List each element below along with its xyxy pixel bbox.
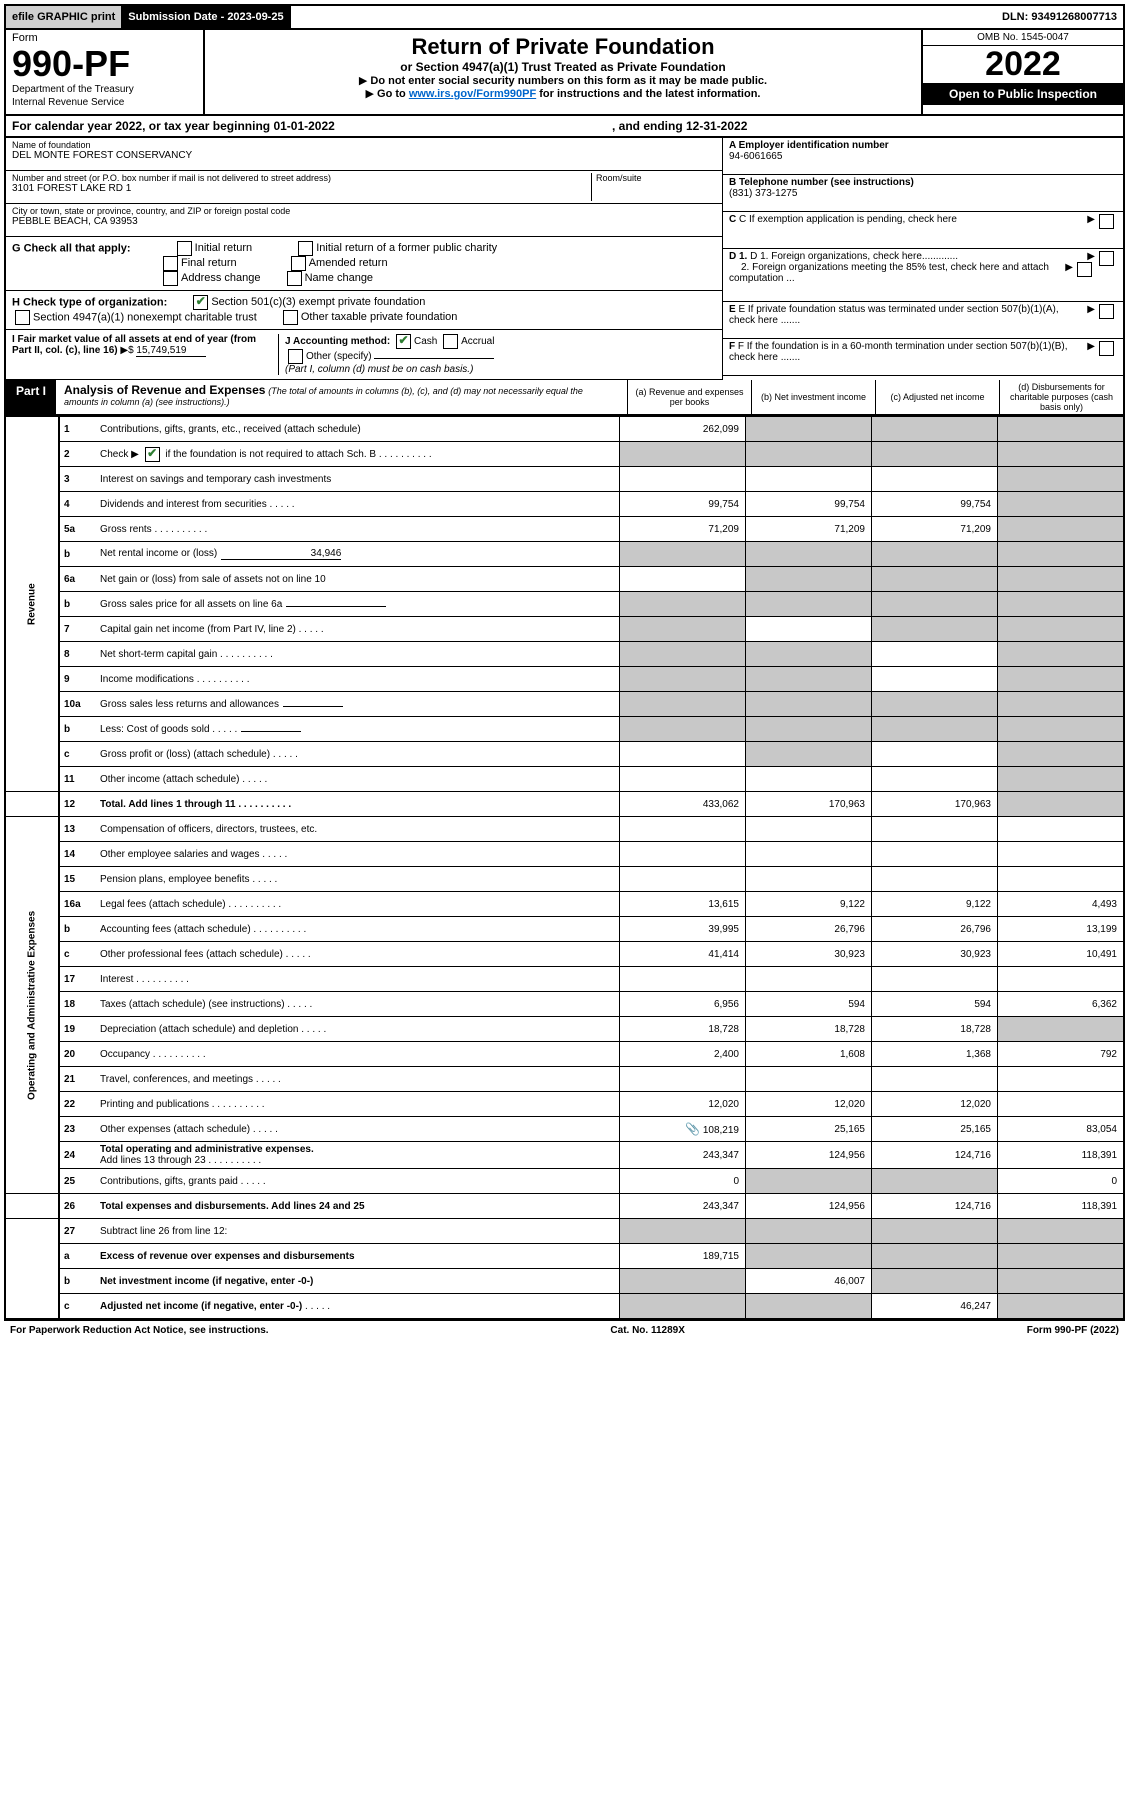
info-right: A Employer identification number 94-6061… bbox=[723, 138, 1123, 380]
g-check-row: G Check all that apply: Initial return I… bbox=[6, 237, 722, 291]
info-left: Name of foundation DEL MONTE FOREST CONS… bbox=[6, 138, 723, 380]
info-block: Name of foundation DEL MONTE FOREST CONS… bbox=[4, 138, 1125, 380]
chk-501c3[interactable] bbox=[193, 295, 208, 310]
col-a-header: (a) Revenue and expenses per books bbox=[628, 380, 752, 414]
cal-year-begin: For calendar year 2022, or tax year begi… bbox=[12, 119, 572, 133]
instr-ssn: Do not enter social security numbers on … bbox=[215, 74, 911, 87]
form-header: Form 990-PF Department of the Treasury I… bbox=[4, 30, 1125, 116]
city-cell: City or town, state or province, country… bbox=[6, 204, 722, 237]
col-b-header: (b) Net investment income bbox=[752, 380, 876, 414]
submission-date: Submission Date - 2023-09-25 bbox=[122, 6, 290, 28]
dln: DLN: 93491268007713 bbox=[996, 6, 1123, 28]
tax-year: 2022 bbox=[923, 46, 1123, 83]
footer-form: Form 990-PF (2022) bbox=[1027, 1325, 1119, 1336]
part1-desc: Analysis of Revenue and Expenses (The to… bbox=[56, 380, 628, 414]
irs-label: Internal Revenue Service bbox=[12, 97, 197, 108]
col-d-header: (d) Disbursements for charitable purpose… bbox=[1000, 380, 1123, 414]
irs-link[interactable]: www.irs.gov/Form990PF bbox=[409, 88, 536, 100]
h-org-type-row: H Check type of organization: Section 50… bbox=[6, 291, 722, 330]
chk-accrual[interactable] bbox=[443, 334, 458, 349]
part1-label: Part I bbox=[6, 380, 56, 414]
revenue-sidelabel: Revenue bbox=[5, 417, 59, 792]
chk-other-taxable[interactable] bbox=[283, 310, 298, 325]
chk-c[interactable] bbox=[1099, 214, 1114, 229]
chk-other-method[interactable] bbox=[288, 349, 303, 364]
omb-number: OMB No. 1545-0047 bbox=[923, 30, 1123, 46]
footer-catno: Cat. No. 11289X bbox=[610, 1325, 684, 1336]
f-60month-cell: ▶ F F If the foundation is in a 60-month… bbox=[723, 339, 1123, 376]
e-terminated-cell: ▶ E E If private foundation status was t… bbox=[723, 302, 1123, 339]
j-accounting: J Accounting method: Cash Accrual Other … bbox=[279, 334, 716, 375]
header-center: Return of Private Foundation or Section … bbox=[205, 30, 923, 114]
chk-address-change[interactable] bbox=[163, 271, 178, 286]
paperclip-icon[interactable]: 📎 bbox=[685, 1122, 700, 1136]
form-number: 990-PF bbox=[12, 46, 197, 82]
chk-f[interactable] bbox=[1099, 341, 1114, 356]
form-title: Return of Private Foundation bbox=[215, 34, 911, 60]
header-right: OMB No. 1545-0047 2022 Open to Public In… bbox=[923, 30, 1123, 114]
chk-sch-b[interactable] bbox=[145, 447, 160, 462]
chk-4947[interactable] bbox=[15, 310, 30, 325]
chk-name-change[interactable] bbox=[287, 271, 302, 286]
footer-left: For Paperwork Reduction Act Notice, see … bbox=[10, 1325, 269, 1336]
form-subtitle: or Section 4947(a)(1) Trust Treated as P… bbox=[215, 60, 911, 74]
topbar-spacer bbox=[291, 6, 996, 28]
chk-final-return[interactable] bbox=[163, 256, 178, 271]
chk-initial-return[interactable] bbox=[177, 241, 192, 256]
chk-d2[interactable] bbox=[1077, 262, 1092, 277]
cal-year-end: , and ending 12-31-2022 bbox=[572, 119, 1117, 133]
i-fmv: I Fair market value of all assets at end… bbox=[12, 334, 279, 375]
chk-d1[interactable] bbox=[1099, 251, 1114, 266]
chk-cash[interactable] bbox=[396, 334, 411, 349]
chk-amended-return[interactable] bbox=[291, 256, 306, 271]
open-to-public: Open to Public Inspection bbox=[923, 83, 1123, 105]
c-exemption-cell: ▶ C C If exemption application is pendin… bbox=[723, 212, 1123, 249]
i-j-row: I Fair market value of all assets at end… bbox=[6, 330, 722, 380]
dept-treasury: Department of the Treasury bbox=[12, 84, 197, 95]
page-footer: For Paperwork Reduction Act Notice, see … bbox=[4, 1320, 1125, 1340]
instr-link-line: Go to www.irs.gov/Form990PF for instruct… bbox=[215, 87, 911, 100]
calendar-year-row: For calendar year 2022, or tax year begi… bbox=[4, 116, 1125, 138]
ein-cell: A Employer identification number 94-6061… bbox=[723, 138, 1123, 175]
chk-e[interactable] bbox=[1099, 304, 1114, 319]
address-row: Number and street (or P.O. box number if… bbox=[6, 171, 722, 204]
analysis-table: Revenue 1Contributions, gifts, grants, e… bbox=[4, 416, 1125, 1320]
d-foreign-cell: ▶ D 1. D 1. Foreign organizations, check… bbox=[723, 249, 1123, 302]
efile-print-button[interactable]: efile GRAPHIC print bbox=[6, 6, 122, 28]
col-c-header: (c) Adjusted net income bbox=[876, 380, 1000, 414]
chk-initial-former-public[interactable] bbox=[298, 241, 313, 256]
phone-cell: B Telephone number (see instructions) (8… bbox=[723, 175, 1123, 212]
foundation-name-cell: Name of foundation DEL MONTE FOREST CONS… bbox=[6, 138, 722, 171]
topbar: efile GRAPHIC print Submission Date - 20… bbox=[4, 4, 1125, 30]
part1-header: Part I Analysis of Revenue and Expenses … bbox=[4, 380, 1125, 416]
expenses-sidelabel: Operating and Administrative Expenses bbox=[5, 817, 59, 1194]
header-left: Form 990-PF Department of the Treasury I… bbox=[6, 30, 205, 114]
